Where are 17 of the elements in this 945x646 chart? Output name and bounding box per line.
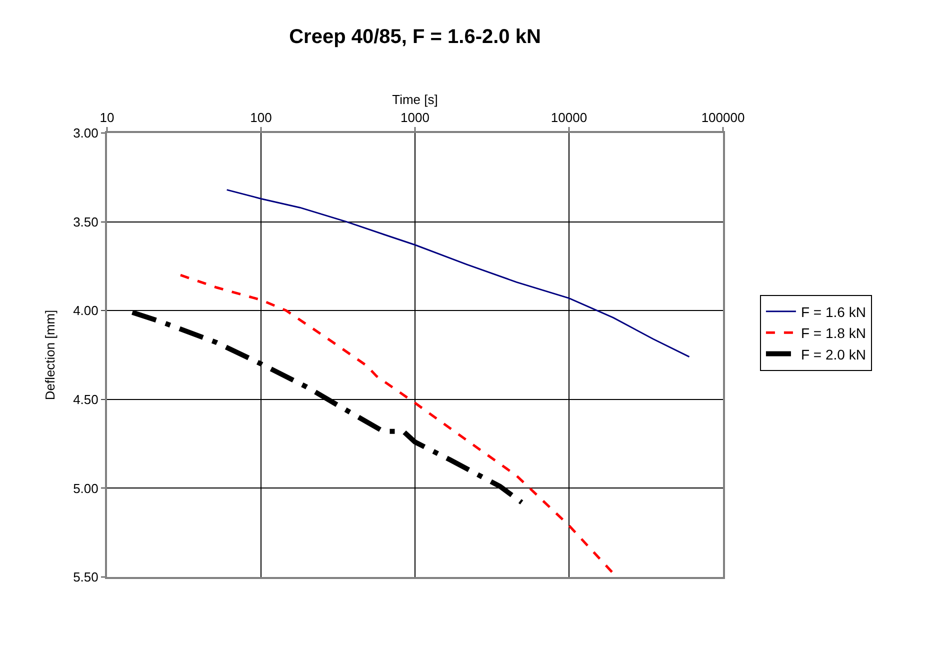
x-tick-label: 100 [250, 110, 272, 125]
legend-label: F = 1.6 kN [800, 304, 866, 320]
x-tick-label: 10000 [550, 110, 588, 125]
legend-label: F = 1.8 kN [800, 325, 866, 342]
chart-title: Creep 40/85, F = 1.6-2.0 kN [289, 26, 541, 48]
x-tick-label: 10 [100, 110, 114, 125]
y-tick-label: 3.00 [73, 126, 98, 141]
y-tick-label: 3.50 [73, 214, 98, 230]
x-tick-label: 1000 [400, 110, 430, 125]
legend-label: F = 2.0 kN [800, 346, 866, 362]
y-tick-label: 5.50 [73, 570, 98, 585]
y-tick-label: 5.00 [73, 480, 98, 496]
x-tick-label: 100000 [701, 110, 745, 125]
y-tick-label: 4.50 [73, 392, 98, 407]
x-axis-title: Time [s] [392, 92, 438, 108]
y-axis-title: Deflection [mm] [42, 310, 58, 400]
y-tick-label: 4.00 [73, 303, 98, 318]
